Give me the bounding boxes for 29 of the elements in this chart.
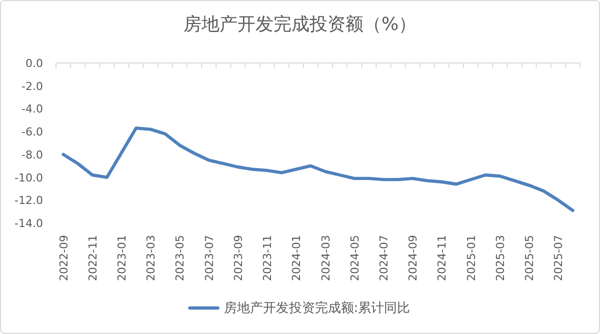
- x-tick-label: 2024-01: [290, 235, 304, 281]
- x-tick-label: 2025-05: [523, 235, 536, 281]
- x-tick-label: 2023-07: [202, 235, 216, 281]
- y-tick-label: -6.0: [22, 126, 43, 139]
- x-tick-label: 2023-11: [261, 235, 274, 281]
- x-tick-label: 2025-07: [552, 235, 566, 281]
- x-tick-label: 2025-03: [494, 235, 507, 281]
- x-tick-label: 2022-11: [86, 235, 100, 281]
- x-tick-label: 2024-05: [348, 235, 362, 281]
- chart-title: 房地产开发完成投资额（%）: [183, 14, 417, 35]
- line-series: [62, 126, 574, 212]
- y-tick-label: -14.0: [14, 217, 43, 230]
- x-tick-label: 2023-01: [116, 235, 128, 281]
- legend-label: 房地产开发投资完成额:累计同比: [224, 300, 410, 316]
- x-tick-label: 2022-09: [57, 235, 70, 281]
- y-tick-label: -8.0: [22, 148, 43, 162]
- x-tick-label: 2024-03: [319, 235, 332, 281]
- x-tick-label: 2024-09: [406, 235, 420, 281]
- x-tick-label: 2024-11: [436, 235, 449, 281]
- x-tick-label: 2024-07: [378, 235, 390, 281]
- y-tick-label: -4.0: [22, 102, 43, 116]
- x-tick-label: 2023-05: [174, 235, 187, 281]
- y-tick-label: -2.0: [22, 80, 43, 93]
- x-tick-label: 2025-01: [464, 235, 478, 281]
- y-tick-label: -12.0: [14, 194, 43, 208]
- x-tick-label: 2023-03: [144, 235, 158, 281]
- y-tick-label: -10.0: [14, 171, 43, 184]
- x-tick-label: 2023-09: [232, 235, 245, 281]
- y-tick-label: 0.0: [26, 57, 43, 70]
